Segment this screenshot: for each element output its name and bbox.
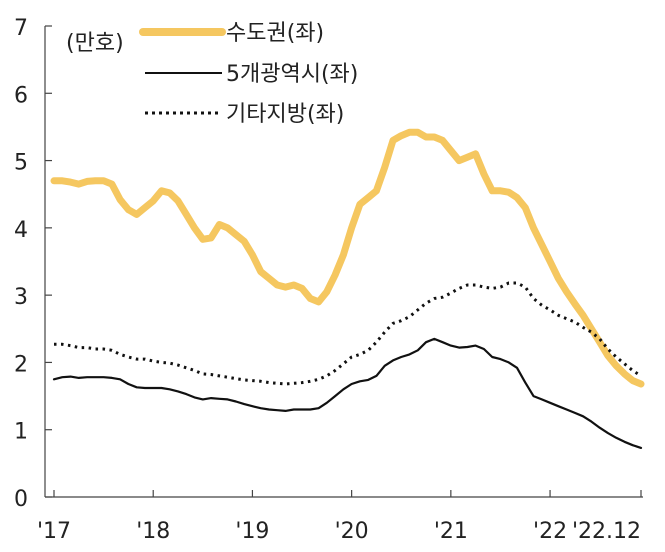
series-line-0 xyxy=(50,128,645,388)
y-axis: 0 1 2 3 4 5 6 7 xyxy=(14,16,52,512)
series-line-1 xyxy=(52,337,643,449)
y-tick-group: 0 1 2 3 4 5 6 7 xyxy=(14,16,52,512)
y-tick-label: 6 xyxy=(14,83,28,108)
y-tick-label: 5 xyxy=(14,151,28,176)
series-line-2 xyxy=(54,281,642,386)
x-tick-label: '20 xyxy=(335,519,369,544)
y-tick-label: 7 xyxy=(14,16,28,41)
x-tick-label: '22 xyxy=(533,519,567,544)
legend-label-other: 기타지방(좌) xyxy=(226,102,344,127)
x-tick-label: '19 xyxy=(235,519,269,544)
y-tick-label: 1 xyxy=(14,420,28,445)
x-tick-label: '21 xyxy=(434,519,468,544)
legend: (만호) 수도권(좌) 5개광역시(좌) 기타지방(좌) xyxy=(66,21,358,127)
x-tick-group: '17 '18 '19 '20 '21 '22'22.12 xyxy=(37,490,642,544)
legend-label-capital: 수도권(좌) xyxy=(226,21,324,46)
y-tick-label: 2 xyxy=(14,352,28,377)
x-axis: '17 '18 '19 '20 '21 '22'22.12 xyxy=(37,490,643,544)
series-layer xyxy=(50,128,645,449)
x-tick-label: '18 xyxy=(136,519,170,544)
y-tick-label: 4 xyxy=(14,218,28,243)
x-tick-label: '22.12 xyxy=(572,519,641,544)
y-tick-label: 3 xyxy=(14,285,28,310)
x-tick-label: '17 xyxy=(37,519,71,544)
unit-label: (만호) xyxy=(66,31,124,56)
legend-label-metro: 5개광역시(좌) xyxy=(226,62,358,87)
y-tick-label: 0 xyxy=(14,487,28,512)
